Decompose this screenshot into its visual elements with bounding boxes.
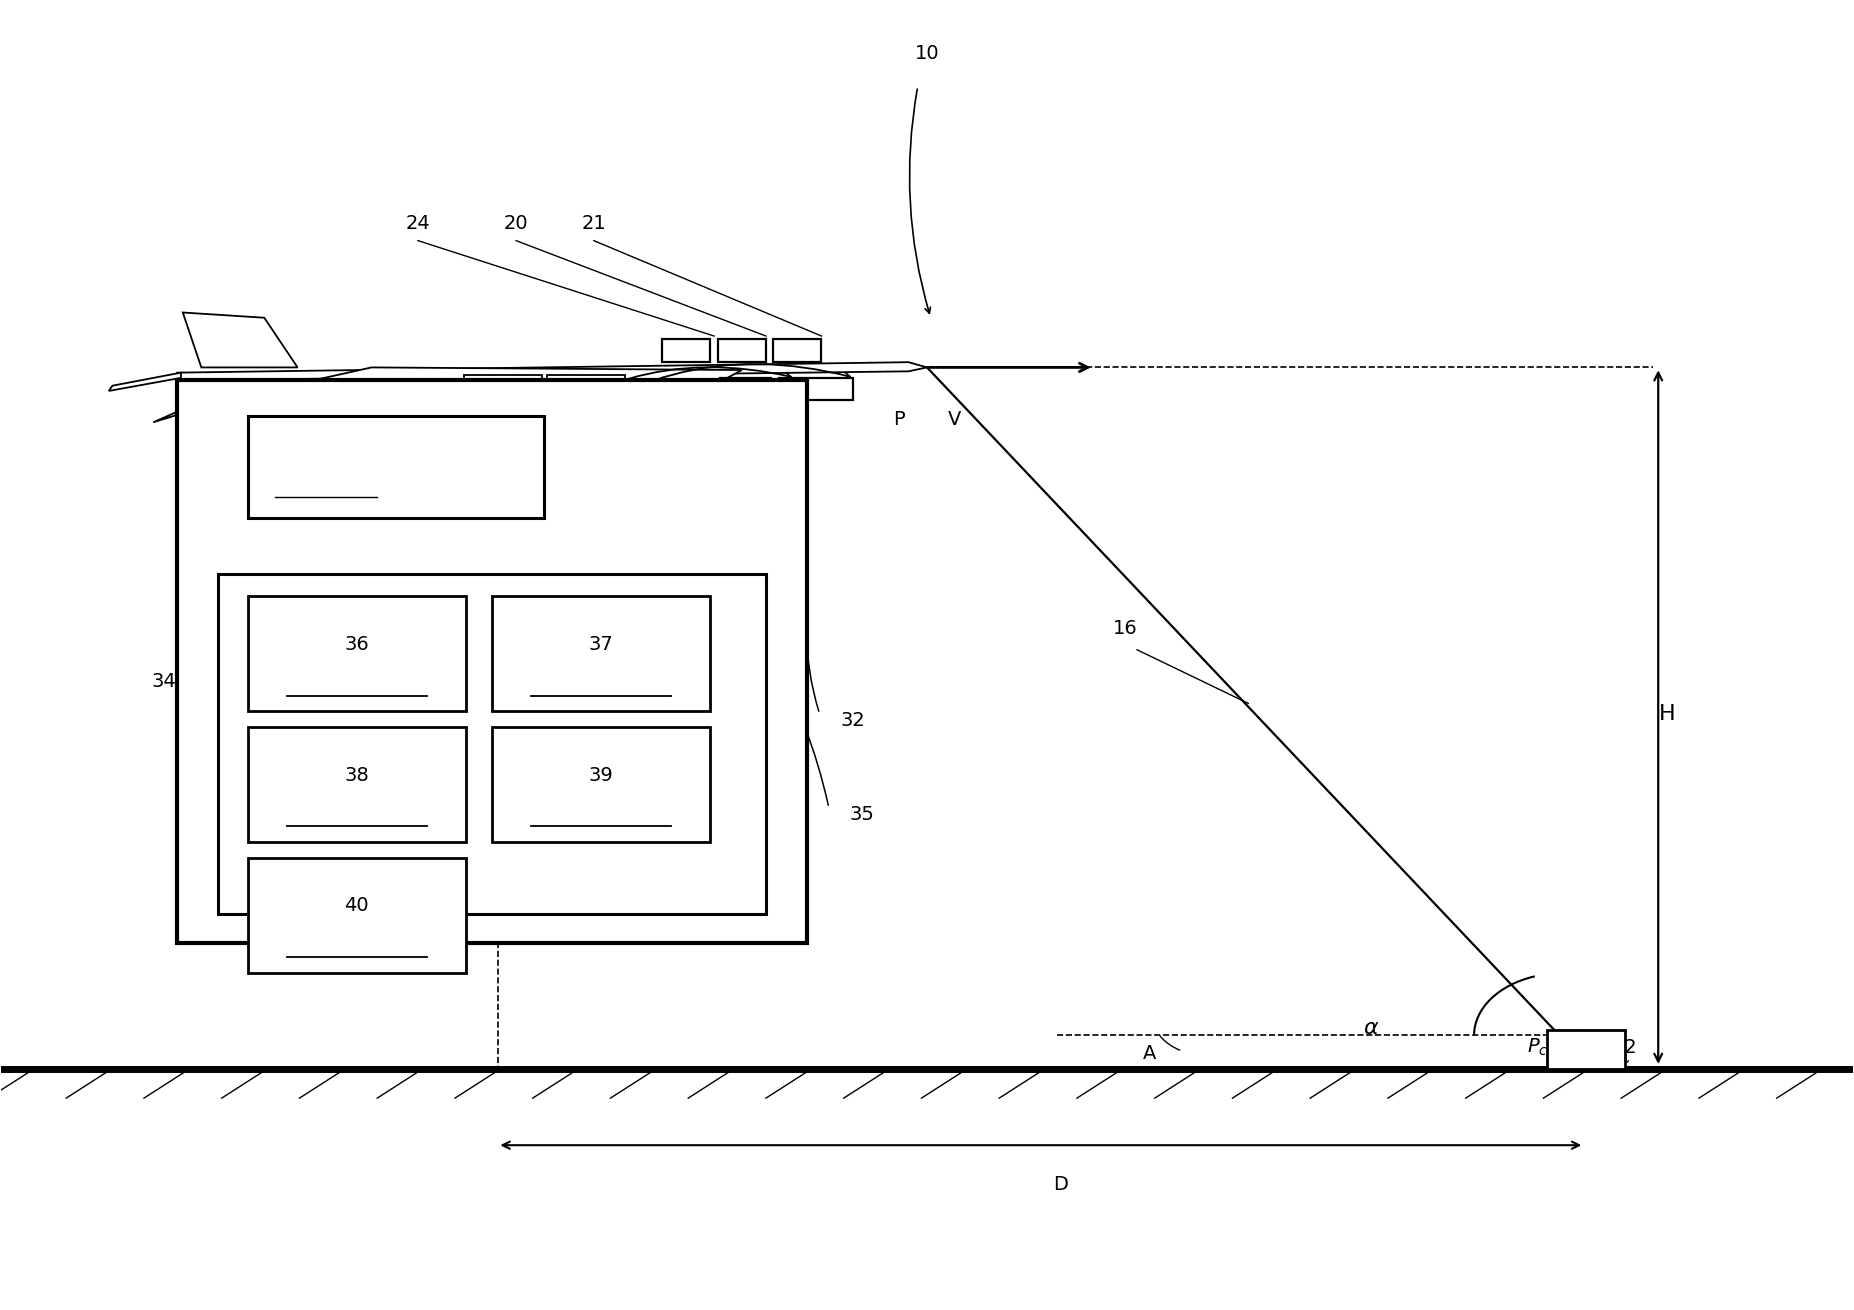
Text: 37: 37 <box>590 635 614 654</box>
Text: 23: 23 <box>504 495 528 514</box>
Text: $P_c$: $P_c$ <box>1528 1036 1548 1057</box>
Polygon shape <box>109 372 182 390</box>
FancyBboxPatch shape <box>464 375 541 397</box>
FancyBboxPatch shape <box>491 727 710 842</box>
FancyBboxPatch shape <box>719 377 771 400</box>
Polygon shape <box>154 367 742 435</box>
Text: 39: 39 <box>590 766 614 785</box>
Text: 32: 32 <box>840 711 866 730</box>
FancyBboxPatch shape <box>773 339 821 362</box>
Text: V: V <box>947 410 962 430</box>
Text: P: P <box>894 410 905 430</box>
Text: 25: 25 <box>425 495 449 514</box>
Polygon shape <box>178 362 927 380</box>
Text: $\alpha$: $\alpha$ <box>1363 1018 1379 1038</box>
Text: 10: 10 <box>914 45 940 63</box>
FancyBboxPatch shape <box>248 596 465 711</box>
FancyBboxPatch shape <box>219 574 766 914</box>
Text: 34: 34 <box>152 672 176 690</box>
Text: A: A <box>1142 1044 1155 1064</box>
FancyBboxPatch shape <box>779 377 853 400</box>
Text: D: D <box>1053 1175 1068 1193</box>
FancyBboxPatch shape <box>547 375 625 397</box>
FancyBboxPatch shape <box>178 380 806 943</box>
FancyBboxPatch shape <box>248 415 543 517</box>
FancyBboxPatch shape <box>717 339 766 362</box>
FancyBboxPatch shape <box>248 727 465 842</box>
Text: 20: 20 <box>504 214 528 233</box>
Text: 35: 35 <box>849 804 875 824</box>
Text: 36: 36 <box>345 635 369 654</box>
Text: 16: 16 <box>1112 620 1138 638</box>
FancyBboxPatch shape <box>1546 1030 1624 1069</box>
Text: 24: 24 <box>406 214 430 233</box>
FancyBboxPatch shape <box>248 858 465 972</box>
Text: 40: 40 <box>345 896 369 916</box>
Polygon shape <box>184 313 298 367</box>
Text: 30: 30 <box>597 495 621 514</box>
Text: H: H <box>1659 703 1676 724</box>
Text: 38: 38 <box>345 766 369 785</box>
Text: 21: 21 <box>582 214 606 233</box>
Text: 12: 12 <box>1613 1038 1637 1057</box>
FancyBboxPatch shape <box>662 339 710 362</box>
FancyBboxPatch shape <box>491 596 710 711</box>
